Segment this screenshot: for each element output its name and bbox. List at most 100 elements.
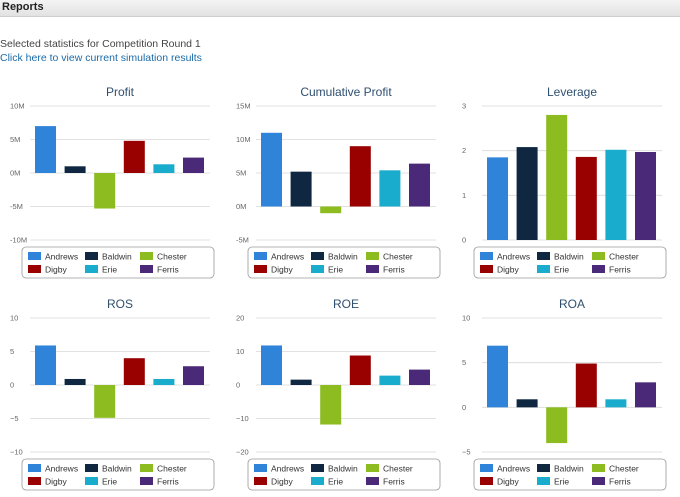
legend-swatch xyxy=(28,464,41,472)
legend-item-erie[interactable]: Erie xyxy=(311,265,343,275)
chart-svg: ROS −10 −5 0 5 10 Andrews Baldwin Chester Digby Er… xyxy=(10,297,215,491)
legend-swatch xyxy=(537,477,550,485)
legend-item-erie[interactable]: Erie xyxy=(85,265,117,275)
legend-item-andrews[interactable]: Andrews xyxy=(480,464,530,474)
bar-erie xyxy=(605,399,627,408)
legend-label: Digby xyxy=(271,477,293,487)
legend-item-digby[interactable]: Digby xyxy=(480,477,519,487)
legend-item-digby[interactable]: Digby xyxy=(28,477,67,487)
bar-erie xyxy=(153,164,175,173)
legend-label: Digby xyxy=(45,265,67,275)
y-tick-label: 10 xyxy=(10,314,18,323)
legend-box xyxy=(473,246,667,279)
y-tick-label: 3 xyxy=(462,102,466,111)
legend-item-chester[interactable]: Chester xyxy=(140,252,187,262)
bar-erie xyxy=(605,149,627,240)
bar-andrews xyxy=(487,157,508,240)
legend-item-andrews[interactable]: Andrews xyxy=(254,252,304,262)
cumulative-profit-chart: Cumulative Profit -5M 0M 5M 10M 15M Andrews Bal… xyxy=(226,84,452,284)
legend-swatch xyxy=(254,265,267,273)
legend-item-ferris[interactable]: Ferris xyxy=(366,265,405,275)
legend-item-erie[interactable]: Erie xyxy=(537,265,569,275)
legend-item-andrews[interactable]: Andrews xyxy=(28,252,78,262)
legend-item-andrews[interactable]: Andrews xyxy=(254,464,304,474)
legend-swatch xyxy=(592,464,605,472)
legend-swatch xyxy=(140,265,153,273)
bar-digby xyxy=(349,355,371,385)
y-tick-label: 5M xyxy=(236,169,246,178)
legend-item-ferris[interactable]: Ferris xyxy=(592,265,631,275)
legend-item-digby[interactable]: Digby xyxy=(28,265,67,275)
roe-chart: ROE −20 −10 0 10 20 Andrews Baldwin Chester Digby… xyxy=(226,296,452,496)
bar-andrews xyxy=(487,345,508,408)
legend-label: Baldwin xyxy=(102,252,132,262)
legend-item-erie[interactable]: Erie xyxy=(311,477,343,487)
legend-label: Chester xyxy=(157,252,187,262)
chart-title: ROA xyxy=(559,297,585,311)
legend-item-ferris[interactable]: Ferris xyxy=(592,477,631,487)
legend-item-erie[interactable]: Erie xyxy=(85,477,117,487)
legend-item-digby[interactable]: Digby xyxy=(254,477,293,487)
legend-label: Baldwin xyxy=(328,252,358,262)
roa-chart: ROA −5 0 5 10 Andrews Baldwin Chester Digby Erie F… xyxy=(452,296,678,496)
legend-swatch xyxy=(366,477,379,485)
bar-andrews xyxy=(35,126,56,173)
legend-item-ferris[interactable]: Ferris xyxy=(140,265,179,275)
profit-chart: Profit -10M -5M 0M 5M 10M Andrews Baldwin Cheste… xyxy=(0,84,226,284)
legend-label: Chester xyxy=(383,464,413,474)
legend-item-chester[interactable]: Chester xyxy=(140,464,187,474)
legend-item-baldwin[interactable]: Baldwin xyxy=(85,464,132,474)
legend-label: Digby xyxy=(45,477,67,487)
legend-item-baldwin[interactable]: Baldwin xyxy=(311,464,358,474)
legend-item-baldwin[interactable]: Baldwin xyxy=(537,252,584,262)
bar-digby xyxy=(349,146,371,207)
legend-item-ferris[interactable]: Ferris xyxy=(366,477,405,487)
bar-ferris xyxy=(409,369,430,385)
view-results-link[interactable]: Click here to view current simulation re… xyxy=(0,52,202,64)
legend-swatch xyxy=(140,464,153,472)
y-tick-label: 0M xyxy=(10,169,20,178)
legend-swatch xyxy=(28,252,41,260)
legend-swatch xyxy=(592,477,605,485)
legend-item-chester[interactable]: Chester xyxy=(592,464,639,474)
legend-swatch xyxy=(592,265,605,273)
legend-swatch xyxy=(366,265,379,273)
legend-item-chester[interactable]: Chester xyxy=(366,464,413,474)
legend-swatch xyxy=(592,252,605,260)
legend-item-digby[interactable]: Digby xyxy=(480,265,519,275)
legend-label: Baldwin xyxy=(102,464,132,474)
y-tick-label: -5M xyxy=(10,202,23,211)
bar-digby xyxy=(575,363,597,408)
legend-swatch xyxy=(85,252,98,260)
legend-label: Erie xyxy=(554,265,569,275)
chart-svg: ROE −20 −10 0 10 20 Andrews Baldwin Chester Digby… xyxy=(236,297,441,491)
bar-andrews xyxy=(261,345,282,385)
legend-swatch xyxy=(480,265,493,273)
legend-swatch xyxy=(480,252,493,260)
legend-item-andrews[interactable]: Andrews xyxy=(28,464,78,474)
legend-label: Ferris xyxy=(157,477,179,487)
legend-label: Andrews xyxy=(45,252,78,262)
legend-item-erie[interactable]: Erie xyxy=(537,477,569,487)
legend-swatch xyxy=(366,464,379,472)
y-tick-label: −20 xyxy=(236,448,249,457)
legend-item-andrews[interactable]: Andrews xyxy=(480,252,530,262)
legend: Andrews Baldwin Chester Digby Erie Ferris xyxy=(21,246,215,279)
legend-item-chester[interactable]: Chester xyxy=(366,252,413,262)
bar-chester xyxy=(320,206,342,214)
legend-label: Chester xyxy=(383,252,413,262)
legend: Andrews Baldwin Chester Digby Erie Ferris xyxy=(247,458,441,491)
legend-item-baldwin[interactable]: Baldwin xyxy=(311,252,358,262)
legend-box xyxy=(247,246,441,279)
legend-item-digby[interactable]: Digby xyxy=(254,265,293,275)
legend-item-ferris[interactable]: Ferris xyxy=(140,477,179,487)
bar-ferris xyxy=(183,366,204,385)
legend-label: Ferris xyxy=(609,265,631,275)
legend-item-baldwin[interactable]: Baldwin xyxy=(85,252,132,262)
legend-swatch xyxy=(311,252,324,260)
legend-swatch xyxy=(480,477,493,485)
legend-item-chester[interactable]: Chester xyxy=(592,252,639,262)
legend-item-baldwin[interactable]: Baldwin xyxy=(537,464,584,474)
legend-label: Andrews xyxy=(271,252,304,262)
y-tick-label: −5 xyxy=(462,448,471,457)
